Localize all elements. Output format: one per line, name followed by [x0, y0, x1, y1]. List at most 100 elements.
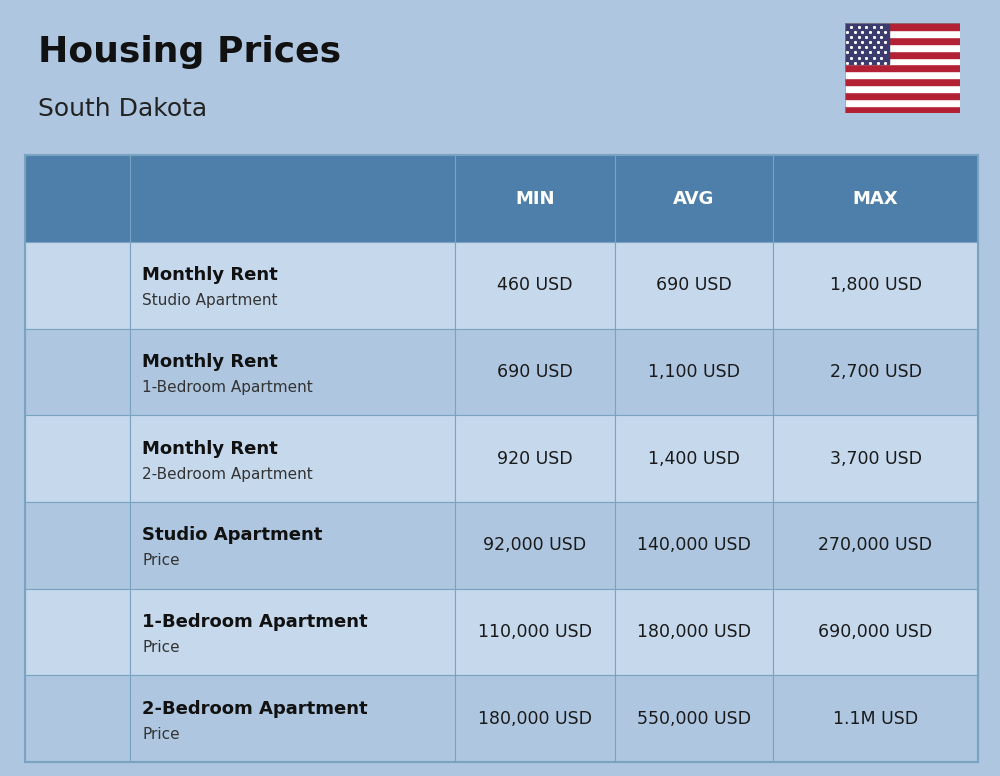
- Bar: [69, 273, 78, 284]
- Text: 1,400 USD: 1,400 USD: [648, 449, 740, 468]
- Text: 2-Bedroom Apartment: 2-Bedroom Apartment: [142, 700, 368, 718]
- Bar: [845, 23, 889, 64]
- Bar: [47, 365, 70, 379]
- Bar: [44, 459, 70, 472]
- Text: 270,000 USD: 270,000 USD: [818, 536, 932, 554]
- Bar: [69, 517, 78, 528]
- Text: 920 USD: 920 USD: [497, 449, 573, 468]
- Bar: [38, 451, 117, 493]
- Bar: [845, 92, 960, 99]
- Text: Studio Apartment: Studio Apartment: [142, 526, 322, 544]
- Ellipse shape: [107, 747, 123, 757]
- Polygon shape: [33, 423, 122, 451]
- Text: Price: Price: [142, 726, 180, 742]
- Text: South Dakota: South Dakota: [38, 97, 207, 121]
- Bar: [95, 554, 104, 563]
- Bar: [55, 517, 64, 528]
- Bar: [81, 365, 104, 379]
- Bar: [81, 647, 104, 662]
- Bar: [70, 744, 77, 751]
- Bar: [42, 306, 51, 317]
- Ellipse shape: [113, 399, 126, 411]
- Bar: [845, 71, 960, 78]
- Bar: [845, 44, 960, 50]
- Bar: [95, 541, 104, 549]
- Bar: [33, 664, 122, 669]
- Ellipse shape: [32, 747, 48, 757]
- Bar: [55, 533, 64, 544]
- Text: 180,000 USD: 180,000 USD: [478, 710, 592, 728]
- Bar: [44, 719, 70, 732]
- Text: 1-Bedroom Apartment: 1-Bedroom Apartment: [142, 380, 313, 395]
- Bar: [69, 549, 78, 560]
- Text: MAX: MAX: [853, 189, 898, 207]
- Ellipse shape: [29, 659, 42, 670]
- Bar: [55, 306, 64, 317]
- Bar: [47, 603, 70, 618]
- Bar: [33, 491, 122, 496]
- Bar: [95, 567, 104, 577]
- Bar: [42, 533, 51, 544]
- Text: 1,100 USD: 1,100 USD: [648, 363, 740, 381]
- Bar: [81, 281, 90, 289]
- Bar: [69, 306, 78, 317]
- Text: Monthly Rent: Monthly Rent: [142, 266, 278, 284]
- Bar: [42, 289, 51, 300]
- Bar: [78, 484, 85, 491]
- Bar: [86, 475, 113, 488]
- Bar: [55, 273, 64, 284]
- Bar: [81, 567, 90, 577]
- Bar: [845, 64, 960, 71]
- Text: Studio Apartment: Studio Apartment: [142, 293, 278, 308]
- Bar: [42, 566, 51, 577]
- Bar: [33, 404, 122, 409]
- Bar: [81, 307, 90, 317]
- Text: 110,000 USD: 110,000 USD: [478, 623, 592, 641]
- Bar: [40, 358, 115, 361]
- Bar: [47, 625, 70, 639]
- Text: MIN: MIN: [515, 189, 555, 207]
- Bar: [845, 30, 960, 37]
- Text: 2,700 USD: 2,700 USD: [830, 363, 922, 381]
- Bar: [78, 744, 85, 751]
- Text: Price: Price: [142, 640, 180, 655]
- Text: Price: Price: [142, 553, 180, 568]
- Bar: [47, 647, 70, 662]
- Bar: [40, 596, 115, 666]
- Polygon shape: [33, 683, 122, 712]
- Bar: [845, 106, 960, 113]
- Ellipse shape: [32, 487, 48, 497]
- Bar: [40, 336, 115, 405]
- Bar: [845, 85, 960, 92]
- Bar: [69, 566, 78, 577]
- Bar: [69, 733, 86, 753]
- Bar: [33, 751, 122, 756]
- Bar: [47, 386, 70, 402]
- Bar: [37, 250, 84, 321]
- Text: 1,800 USD: 1,800 USD: [830, 276, 922, 294]
- Bar: [95, 294, 104, 303]
- Bar: [845, 99, 960, 106]
- Text: Monthly Rent: Monthly Rent: [142, 353, 278, 371]
- Bar: [42, 257, 51, 268]
- Bar: [81, 554, 90, 563]
- Bar: [81, 294, 90, 303]
- Bar: [55, 257, 64, 268]
- Text: AVG: AVG: [673, 189, 715, 207]
- Text: 140,000 USD: 140,000 USD: [637, 536, 751, 554]
- Text: 2-Bedroom Apartment: 2-Bedroom Apartment: [142, 466, 313, 482]
- Bar: [95, 307, 104, 317]
- Bar: [67, 691, 88, 704]
- Bar: [38, 712, 117, 753]
- Bar: [55, 289, 64, 300]
- Bar: [86, 735, 113, 748]
- Bar: [40, 639, 115, 643]
- Bar: [81, 343, 104, 358]
- Bar: [845, 50, 960, 57]
- Bar: [70, 484, 77, 491]
- Bar: [33, 578, 122, 583]
- Bar: [33, 318, 122, 322]
- Text: 460 USD: 460 USD: [497, 276, 573, 294]
- Bar: [70, 433, 85, 442]
- Bar: [67, 431, 88, 444]
